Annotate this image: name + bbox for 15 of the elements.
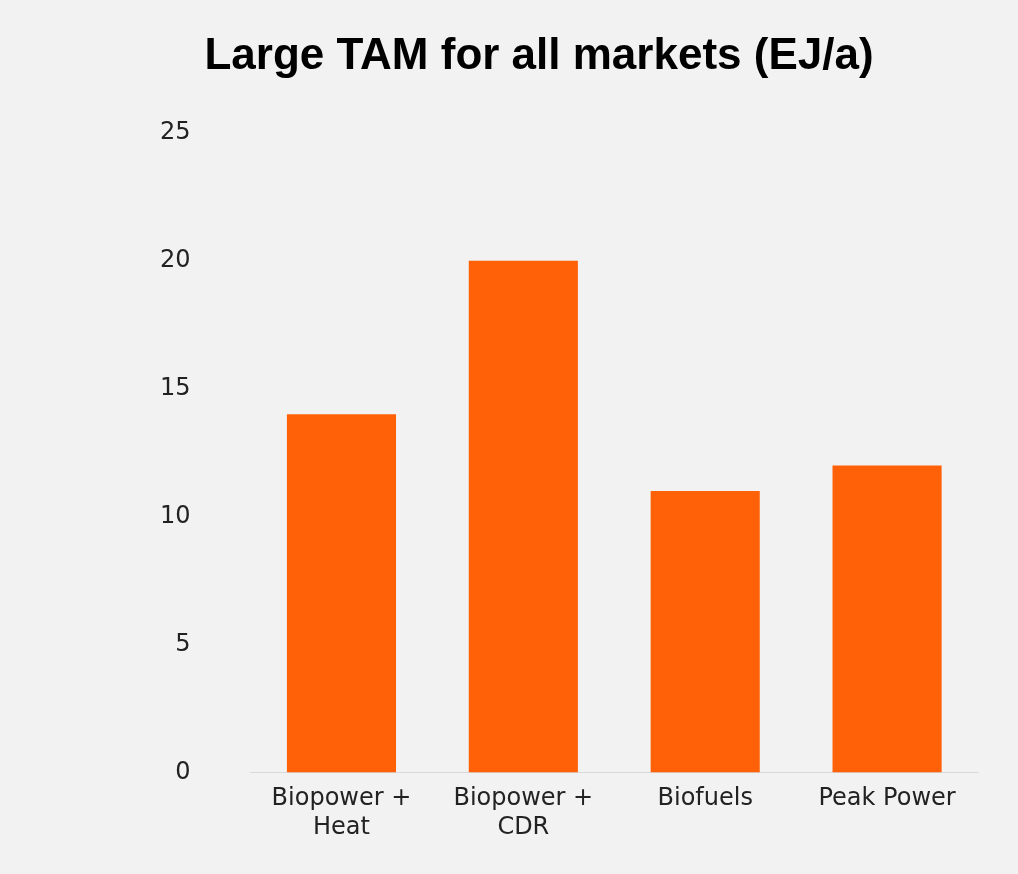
bar xyxy=(650,490,760,773)
y-tick-label: 15 xyxy=(159,372,191,401)
x-tick-label: Peak Power xyxy=(818,783,956,812)
bar xyxy=(286,414,397,773)
y-tick-label: 20 xyxy=(159,244,191,273)
x-tick-label: Biofuels xyxy=(657,783,753,812)
bar xyxy=(832,465,942,773)
y-tick-label: 0 xyxy=(175,756,191,785)
bar xyxy=(468,260,578,773)
y-tick-label: 25 xyxy=(159,117,191,146)
chart-title: Large TAM for all markets (EJ/a) xyxy=(204,28,874,78)
x-tick-label: Biopower + Heat xyxy=(271,783,412,840)
y-tick-label: 5 xyxy=(175,628,191,657)
y-tick-label: 10 xyxy=(159,500,191,529)
x-tick-label: Biopower + CDR xyxy=(453,783,594,840)
